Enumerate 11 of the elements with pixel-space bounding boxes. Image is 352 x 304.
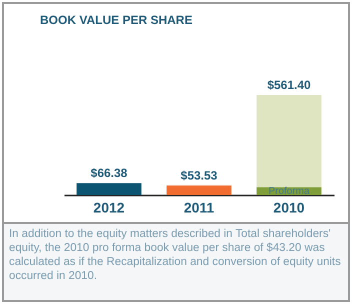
x-tick-label: 2010	[273, 200, 305, 216]
data-label: $53.53	[180, 168, 218, 182]
x-tick-label: 2011	[184, 200, 214, 216]
data-label: $66.38	[90, 166, 128, 180]
x-tick-label: 2012	[93, 200, 125, 216]
chart-title: BOOK VALUE PER SHARE	[40, 13, 192, 27]
bar	[166, 185, 232, 195]
series-label: Proforma	[268, 186, 310, 198]
text: In addition to the equity matters described in Total shareholders' equity, the 2010 pro forma book value per share of $43.20 was calculated as if the Recapitalization and conversion of equity units occurred in 2010.	[4, 222, 348, 300]
bar	[76, 183, 142, 195]
data-label: $561.40	[267, 78, 312, 92]
